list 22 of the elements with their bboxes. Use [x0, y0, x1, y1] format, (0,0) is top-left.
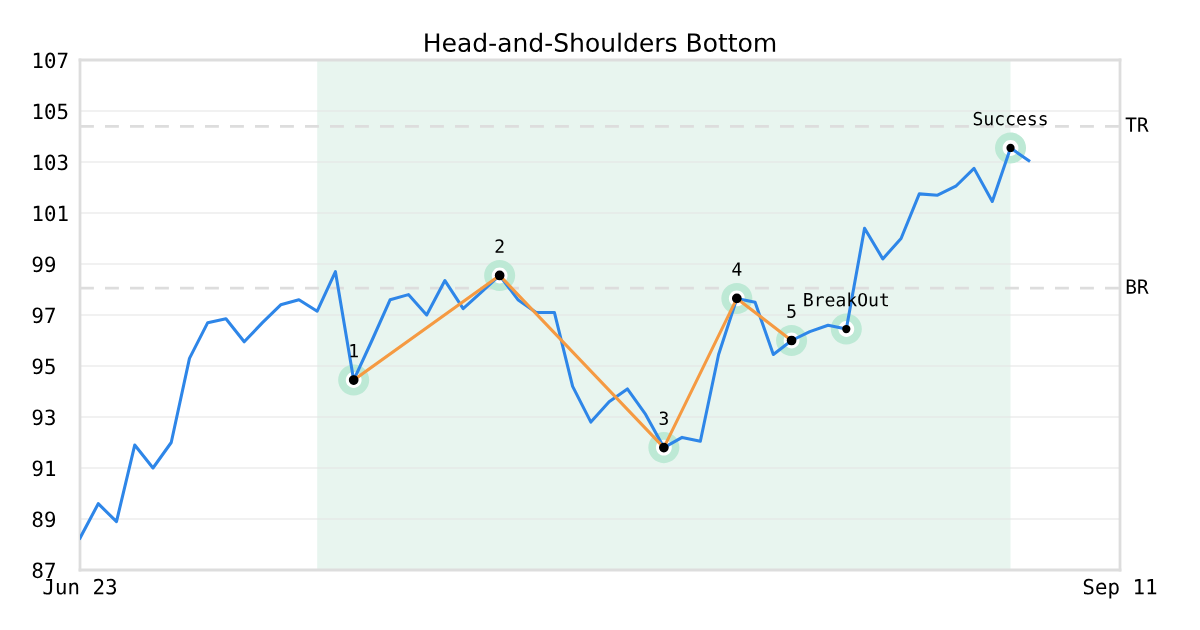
y-tick-label: 87: [32, 562, 55, 579]
ref-line-label: BR: [1126, 279, 1149, 294]
x-tick-label: Sep 11: [1083, 578, 1157, 599]
y-tick-label: 89: [32, 511, 56, 528]
ref-line-label: TR: [1125, 117, 1149, 132]
annotation: Success: [973, 111, 1047, 126]
y-tick-label: 91: [32, 460, 56, 477]
chart-title: Head-and-Shoulders Bottom: [425, 32, 776, 53]
y-tick-label: 99: [32, 256, 56, 273]
annotation: 1: [350, 344, 358, 358]
y-tick-label: 95: [32, 358, 55, 375]
annotation: 4: [732, 262, 742, 276]
x-tick-label: Jun 23: [43, 578, 117, 595]
y-tick-label: 105: [33, 103, 68, 120]
y-tick-label: 101: [33, 205, 68, 222]
y-tick-label: 107: [33, 52, 68, 69]
annotation: 3: [659, 411, 668, 426]
annotation: 2: [495, 239, 504, 253]
annotation: 5: [787, 304, 796, 319]
y-tick-label: 103: [33, 154, 68, 171]
y-tick-label: 93: [32, 409, 55, 426]
y-tick-label: 97: [32, 307, 55, 324]
